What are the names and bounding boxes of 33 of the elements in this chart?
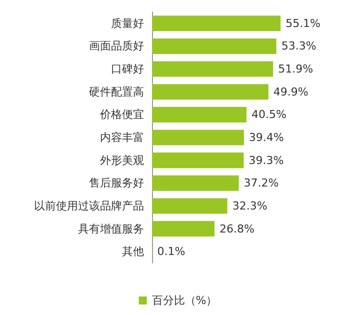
y-tick-label: 价格便宜 <box>99 108 144 122</box>
bar <box>152 198 228 214</box>
data-label: 51.9% <box>278 62 314 76</box>
y-tick-label: 画面品质好 <box>89 40 144 53</box>
bar <box>152 152 244 168</box>
data-label: 0.1% <box>157 245 186 258</box>
y-tick-label: 具有增值服务 <box>78 222 144 236</box>
bar <box>152 61 274 77</box>
y-tick-label: 售后服务好 <box>89 176 144 190</box>
data-label: 49.9% <box>273 85 308 98</box>
bar <box>152 84 268 100</box>
y-tick-label: 硬件配置高 <box>89 85 144 98</box>
legend-label: 百分比（%） <box>152 294 218 307</box>
data-label: 55.1% <box>286 16 321 30</box>
data-label: 37.2% <box>244 176 279 190</box>
bar <box>152 175 239 191</box>
y-tick-label: 口碑好 <box>111 62 144 76</box>
bar <box>152 130 244 146</box>
y-tick-label: 质量好 <box>111 16 144 30</box>
data-label: 39.4% <box>248 131 284 144</box>
bar <box>152 221 215 237</box>
data-label: 32.3% <box>232 199 268 212</box>
data-label: 26.8% <box>220 222 254 236</box>
y-tick-label: 其他 <box>122 245 144 258</box>
y-tick-label: 内容丰富 <box>100 131 144 144</box>
bar <box>152 16 281 32</box>
y-tick-label: 以前使用过该品牌产品 <box>34 199 144 212</box>
bar <box>152 38 276 54</box>
y-tick-label: 外形美观 <box>100 154 144 167</box>
data-label: 53.3% <box>281 40 316 53</box>
bar <box>152 106 246 122</box>
data-label: 40.5% <box>252 108 286 122</box>
data-label: 39.3% <box>248 154 284 167</box>
